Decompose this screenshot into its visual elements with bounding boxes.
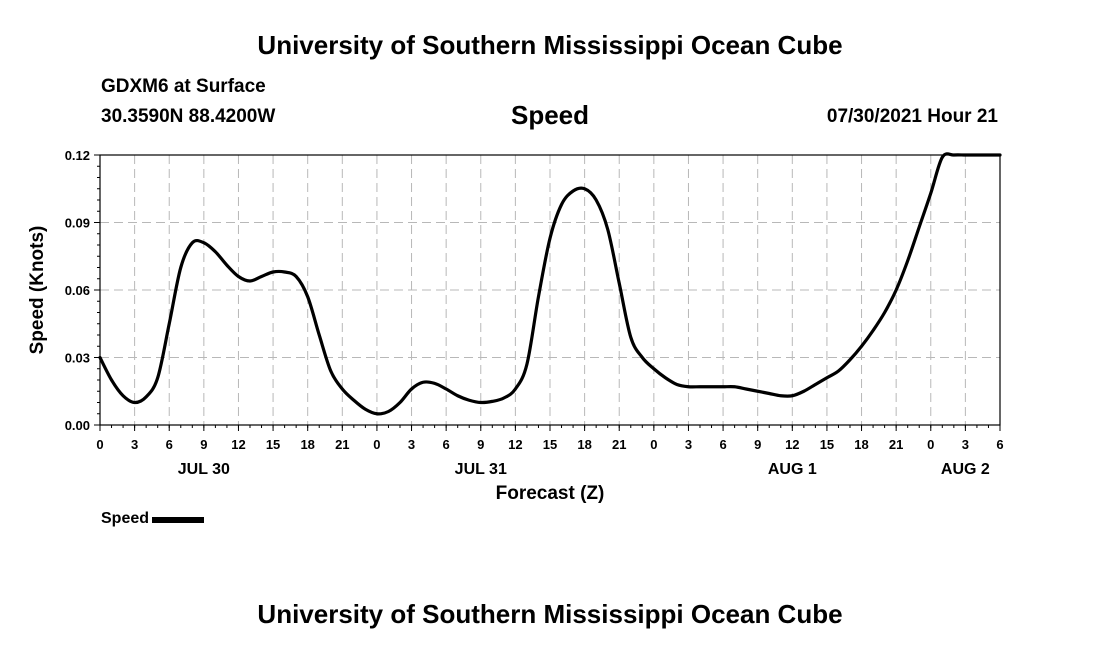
y-tick-label: 0.06 <box>65 283 90 298</box>
x-tick-label: 18 <box>577 437 591 452</box>
page-title: University of Southern Mississippi Ocean… <box>257 30 843 60</box>
x-tick-label: 6 <box>166 437 173 452</box>
x-tick-label: 3 <box>131 437 138 452</box>
x-tick-label: 15 <box>820 437 834 452</box>
x-axis-label: Forecast (Z) <box>495 483 605 504</box>
y-tick-label: 0.00 <box>65 418 90 433</box>
x-tick-label: 21 <box>889 437 903 452</box>
grid-layer <box>100 155 1000 425</box>
x-tick-label: 9 <box>477 437 484 452</box>
x-date-label: JUL 31 <box>455 461 507 478</box>
station-label: GDXM6 at Surface <box>101 76 266 97</box>
x-tick-label: 3 <box>408 437 415 452</box>
x-tick-label: 9 <box>200 437 207 452</box>
legend-label: Speed <box>101 510 150 527</box>
x-tick-label: 12 <box>231 437 245 452</box>
x-date-label: JUL 30 <box>178 461 230 478</box>
legend-swatch <box>152 517 205 523</box>
x-date-label: AUG 1 <box>768 461 817 478</box>
x-tick-label: 21 <box>612 437 626 452</box>
x-tick-label: 6 <box>443 437 450 452</box>
x-tick-label: 18 <box>854 437 868 452</box>
x-tick-label: 3 <box>962 437 969 452</box>
footer-title: University of Southern Mississippi Ocean… <box>257 599 843 629</box>
x-tick-label: 12 <box>785 437 799 452</box>
chart-title: Speed <box>510 100 590 130</box>
y-tick-label: 0.03 <box>65 351 90 366</box>
x-tick-label: 21 <box>335 437 349 452</box>
y-tick-label: 0.09 <box>65 216 90 231</box>
x-tick-label: 0 <box>96 437 103 452</box>
speed-series-line <box>98 152 1002 416</box>
tick-layer <box>94 154 1001 431</box>
x-tick-label: 6 <box>996 437 1003 452</box>
y-tick-label: 0.12 <box>65 148 90 163</box>
x-tick-label: 6 <box>719 437 726 452</box>
label-layer: 0.00 0.03 0.06 0.09 0.12 0 3 6 9 12 15 18 21 0 3 6 9 12 15… <box>65 148 1004 478</box>
x-tick-label: 0 <box>927 437 934 452</box>
x-tick-label: 15 <box>543 437 557 452</box>
x-tick-label: 12 <box>508 437 522 452</box>
timestamp-label: 07/30/2021 Hour 21 <box>826 106 998 127</box>
x-tick-label: 3 <box>685 437 692 452</box>
x-tick-label: 0 <box>373 437 380 452</box>
x-tick-label: 9 <box>754 437 761 452</box>
x-tick-label: 18 <box>300 437 314 452</box>
x-date-label: AUG 2 <box>941 461 990 478</box>
x-tick-label: 0 <box>650 437 657 452</box>
legend: Speed <box>101 510 205 528</box>
coordinates-label: 30.3590N 88.4200W <box>101 106 276 127</box>
x-tick-label: 15 <box>266 437 280 452</box>
y-axis-label: Speed (Knots) <box>27 226 48 355</box>
